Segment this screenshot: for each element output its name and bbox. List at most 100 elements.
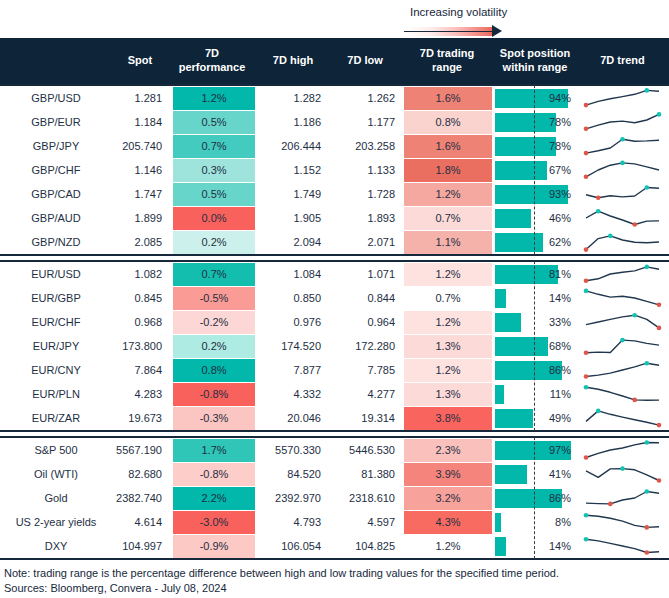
trend-sparkline (576, 230, 669, 254)
table-row[interactable]: GBP/USD1.2811.2%1.2821.2621.6%94% (0, 86, 669, 110)
position-cell: 78% (494, 110, 576, 134)
trend-cell (576, 310, 669, 334)
trend-cell (576, 510, 669, 534)
position-value: 62% (549, 230, 571, 254)
midpoint-dashed-line (534, 85, 535, 255)
trend-sparkline (576, 358, 669, 382)
trend-sparkline (576, 406, 669, 430)
trend-cell (576, 406, 669, 430)
position-cell: 8% (494, 510, 576, 534)
table-row[interactable]: EUR/ZAR19.673-0.3%20.04619.3143.8%49% (0, 406, 669, 430)
trend-cell (576, 182, 669, 206)
performance-cell: -0.8% (173, 463, 255, 486)
high-value: 1.282 (256, 92, 330, 104)
table-row[interactable]: GBP/CHF1.1460.3%1.1521.1331.8%67% (0, 158, 669, 182)
trend-sparkline (576, 286, 669, 310)
low-value: 0.964 (330, 316, 400, 328)
asset-block: S&P 5005567.1901.7%5570.3305446.5302.3%9… (0, 436, 669, 560)
trend-sparkline (576, 462, 669, 486)
position-cell: 11% (494, 382, 576, 406)
trend-cell (576, 382, 669, 406)
low-value: 1.071 (330, 268, 400, 280)
low-value: 19.314 (330, 412, 400, 424)
min-dot-icon (632, 398, 637, 403)
trend-sparkline (576, 206, 669, 230)
table-row[interactable]: EUR/PLN4.283-0.8%4.3324.2771.3%11% (0, 382, 669, 406)
position-value: 94% (549, 86, 571, 110)
low-value: 0.844 (330, 292, 400, 304)
max-dot-icon (620, 466, 625, 471)
position-cell: 78% (494, 134, 576, 158)
table-row[interactable]: EUR/GBP0.845-0.5%0.8500.8440.7%14% (0, 286, 669, 310)
position-bar (495, 233, 543, 252)
spot-value: 1.747 (112, 188, 168, 200)
table-row[interactable]: GBP/JPY205.7400.7%206.444203.2581.6%78% (0, 134, 669, 158)
min-dot-icon (584, 374, 589, 379)
pair-label: Oil (WTI) (0, 468, 112, 480)
max-dot-icon (584, 289, 589, 294)
footer: Note: trading range is the percentage di… (4, 566, 669, 596)
table-row[interactable]: GBP/NZD2.0850.2%2.0942.0711.1%62% (0, 230, 669, 254)
min-dot-icon (657, 478, 662, 483)
min-dot-icon (584, 247, 589, 252)
table-row[interactable]: Oil (WTI)82.680 -0.8%84.52081.380 3.9% 41% (0, 462, 669, 486)
spot-value: 1.184 (112, 116, 168, 128)
performance-cell: 0.8% (173, 359, 255, 382)
high-value: 5570.330 (256, 444, 330, 456)
position-value: 14% (549, 286, 571, 310)
table-row[interactable]: EUR/CNY7.8640.8%7.8777.7851.2%86% (0, 358, 669, 382)
performance-cell: -0.9% (173, 535, 255, 558)
table-body: GBP/USD1.2811.2%1.2821.2621.6%94%GBP/EUR… (0, 84, 669, 560)
max-dot-icon (620, 137, 625, 142)
trend-cell (576, 206, 669, 230)
table-row[interactable]: Gold2382.7402.2%2392.9702318.6103.2%86% (0, 486, 669, 510)
pair-label: S&P 500 (0, 444, 112, 456)
position-bar (495, 209, 531, 228)
table-row[interactable]: EUR/CHF0.968-0.2%0.9760.9641.2%33% (0, 310, 669, 334)
position-bar (495, 465, 527, 484)
pair-label: EUR/PLN (0, 388, 112, 400)
spot-value: 1.281 (112, 92, 168, 104)
pair-label: GBP/EUR (0, 116, 112, 128)
spot-value: 19.673 (112, 412, 168, 424)
position-value: 41% (549, 462, 571, 486)
position-cell: 86% (494, 358, 576, 382)
spot-value: 7.864 (112, 364, 168, 376)
max-dot-icon (645, 361, 650, 366)
table-row[interactable]: S&P 5005567.1901.7%5570.3305446.5302.3%9… (0, 438, 669, 462)
high-value: 84.520 (256, 468, 330, 480)
trading-range-cell: 3.2% (404, 487, 492, 510)
trading-range-cell: 1.2% (404, 263, 492, 286)
pair-label: Gold (0, 492, 112, 504)
min-dot-icon (596, 195, 601, 200)
table-row[interactable]: GBP/AUD1.8990.0%1.9051.8930.7%46% (0, 206, 669, 230)
high-value: 1.152 (256, 164, 330, 176)
trend-sparkline (576, 486, 669, 510)
low-value: 7.785 (330, 364, 400, 376)
spot-value: 1.146 (112, 164, 168, 176)
performance-cell: -0.8% (173, 383, 255, 406)
spot-value: 82.680 (112, 468, 168, 480)
table-row[interactable]: DXY104.997-0.9%106.054104.8251.2%14% (0, 534, 669, 558)
table-row[interactable]: GBP/EUR1.1840.5%1.1861.1770.8%78% (0, 110, 669, 134)
spot-value: 4.614 (112, 516, 168, 528)
position-bar (495, 289, 506, 308)
table-row[interactable]: EUR/USD1.0820.7%1.0841.0711.2%81% (0, 262, 669, 286)
midpoint-dashed-line (534, 261, 535, 431)
trading-range-cell: 3.9% (404, 463, 492, 486)
trading-range-cell: 1.8% (404, 159, 492, 182)
table-row[interactable]: US 2-year yields4.614-3.0%4.7934.5974.3%… (0, 510, 669, 534)
position-value: 86% (549, 358, 571, 382)
high-value: 7.877 (256, 364, 330, 376)
table-row[interactable]: EUR/JPY173.8000.2%174.520172.2801.3%68% (0, 334, 669, 358)
trading-range-cell: 1.2% (404, 311, 492, 334)
position-value: 78% (549, 110, 571, 134)
performance-cell: 0.0% (173, 207, 255, 230)
table-row[interactable]: GBP/CAD1.7470.5%1.7491.7281.2%93% (0, 182, 669, 206)
trading-range-cell: 3.8% (404, 407, 492, 430)
trend-sparkline (576, 310, 669, 334)
position-cell: 67% (494, 158, 576, 182)
fx-volatility-dashboard: Increasing volatility Spot 7D performanc… (0, 0, 669, 598)
low-value: 81.380 (330, 468, 400, 480)
pair-label: GBP/USD (0, 92, 112, 104)
